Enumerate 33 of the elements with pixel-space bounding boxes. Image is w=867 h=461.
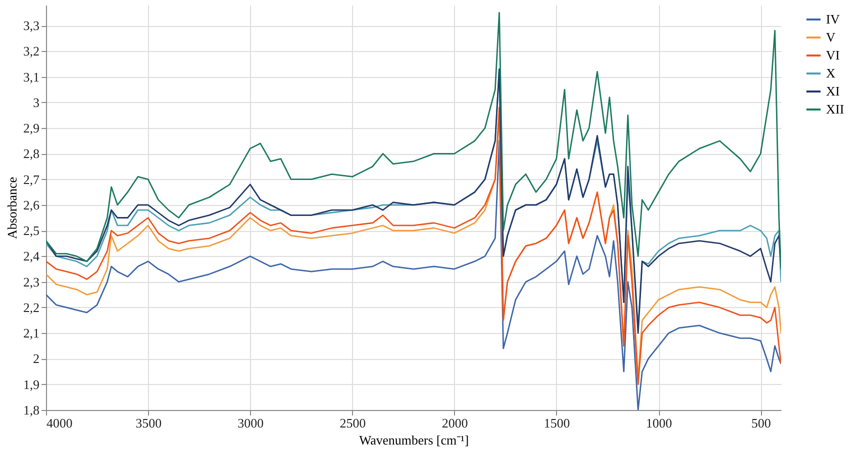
x-tick-label: 4000 [46, 416, 72, 430]
y-tick-label: 1,9 [23, 376, 40, 392]
legend-label: IV [826, 12, 840, 26]
y-tick-label: 2,9 [23, 120, 40, 136]
y-axis-title: Absorbance [4, 176, 20, 240]
x-axis-title: Wavenumbers [cm⁻¹] [359, 432, 469, 448]
y-tick-label: 2 [33, 351, 40, 366]
y-tick-label: 2,3 [23, 274, 40, 290]
y-tick-label: 3,2 [23, 44, 40, 59]
y-tick-label: 3,3 [23, 18, 40, 34]
x-tick-label: 2000 [442, 416, 468, 430]
legend-label: VI [826, 48, 840, 62]
x-tick-label: 500 [751, 416, 771, 430]
line-series [46, 12, 781, 270]
y-tick-label: 2,1 [23, 326, 40, 341]
legend-label: XII [826, 102, 844, 116]
y-tick-label: 2,6 [23, 197, 40, 212]
y-tick-label: 2,8 [23, 146, 40, 162]
legend-label: XI [826, 84, 840, 98]
x-tick-label: 1000 [646, 416, 672, 430]
y-tick-label: 2,2 [23, 300, 40, 315]
y-tick-label: 2,5 [23, 223, 40, 238]
x-tick-label: 3000 [238, 416, 264, 430]
x-tick-label: 3500 [136, 416, 162, 430]
x-tick-label: 1500 [544, 416, 570, 430]
legend-label: V [826, 30, 836, 44]
y-tick-label: 1,8 [23, 402, 40, 418]
x-tick-label: 2500 [340, 416, 366, 430]
y-tick-label: 2,4 [23, 248, 40, 264]
y-tick-label: 3 [33, 94, 40, 110]
legend-label: X [826, 66, 836, 80]
y-tick-label: 3,1 [23, 69, 40, 84]
y-tick-label: 2,7 [23, 172, 40, 187]
